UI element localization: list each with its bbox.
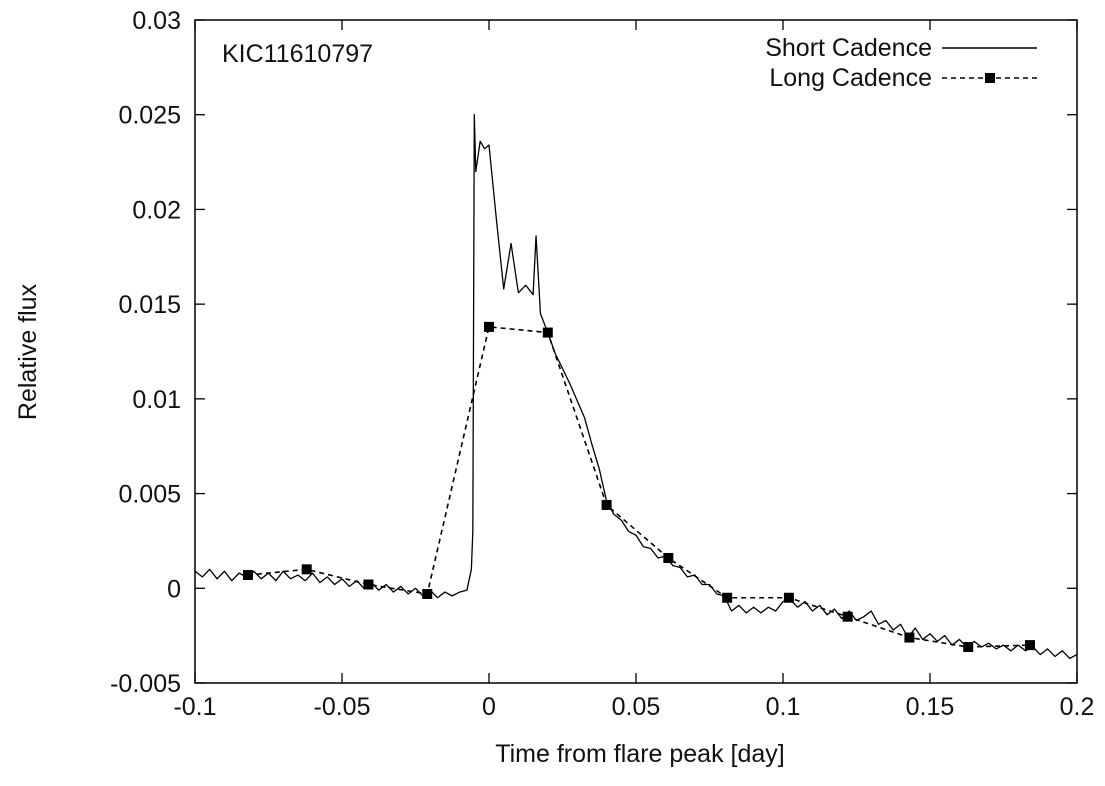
y-tick-label: 0.005	[118, 481, 181, 509]
legend-marker	[985, 73, 995, 83]
y-axis-label: Relative flux	[14, 283, 42, 420]
series-line	[194, 114, 1078, 660]
marker	[663, 552, 674, 563]
x-tick-label: 0.15	[906, 693, 955, 721]
x-tick-label: 0.05	[612, 693, 661, 721]
x-tick-label: 0.2	[1060, 693, 1095, 721]
y-tick-label: 0.01	[132, 386, 181, 414]
marker	[842, 611, 853, 622]
x-tick-label: 0.1	[766, 693, 801, 721]
x-tick-label: -0.05	[314, 693, 371, 721]
y-tick-label: 0	[167, 575, 181, 603]
marker	[242, 570, 253, 581]
legend-label: Short Cadence	[765, 34, 932, 62]
marker	[484, 321, 494, 332]
plot-frame	[194, 19, 1078, 684]
marker	[363, 579, 374, 590]
marker	[904, 632, 915, 643]
x-tick-label: -0.1	[173, 693, 216, 721]
y-tick-label: 0.025	[118, 102, 181, 130]
x-axis-label: Time from flare peak [day]	[495, 740, 784, 768]
legend-label: Long Cadence	[769, 64, 932, 92]
series-line	[247, 326, 1030, 648]
y-tick-label: 0.03	[132, 7, 181, 35]
marker	[301, 564, 312, 575]
marker	[722, 592, 733, 603]
y-tick-label: 0.02	[132, 196, 181, 224]
marker	[422, 588, 433, 599]
marker	[1024, 640, 1035, 651]
y-tick-label: 0.015	[118, 291, 181, 319]
marker	[963, 642, 974, 653]
marker	[542, 327, 553, 338]
annotation: KIC11610797	[222, 40, 373, 68]
x-tick-label: 0	[482, 693, 496, 721]
y-tick-label: -0.005	[110, 670, 181, 698]
marker	[783, 592, 794, 603]
marker	[601, 499, 612, 510]
